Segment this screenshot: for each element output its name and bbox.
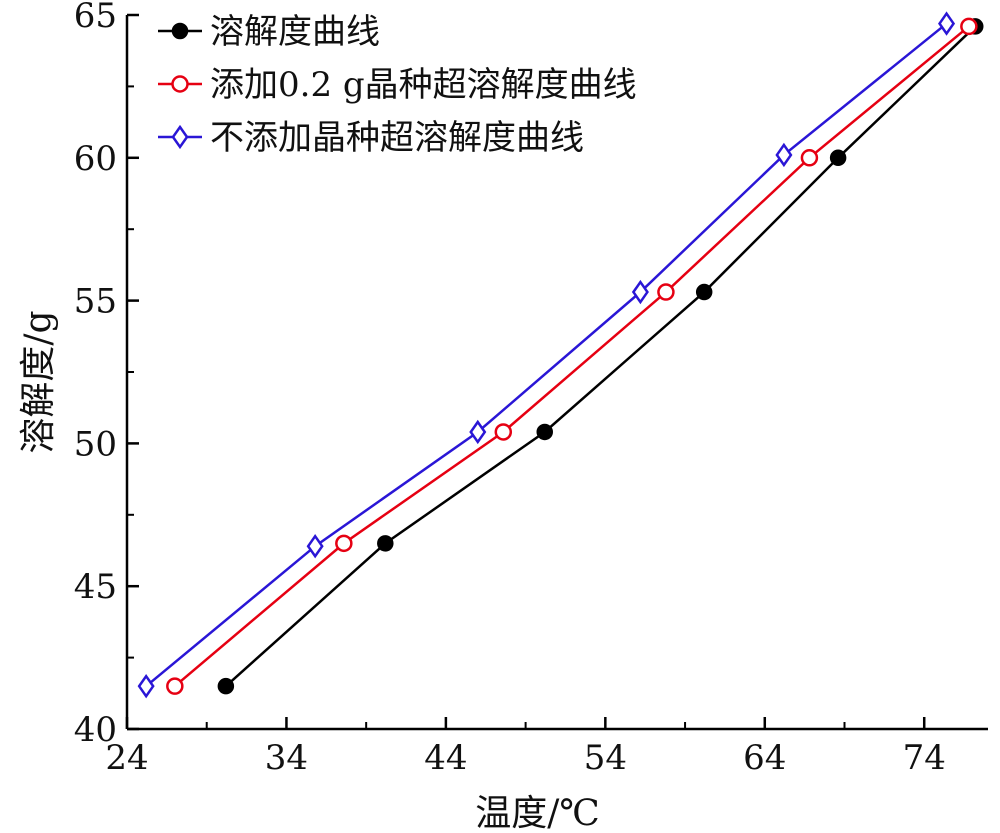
- legend-label: 添加0.2 g晶种超溶解度曲线: [210, 65, 637, 105]
- legend-item: 添加0.2 g晶种超溶解度曲线: [158, 65, 637, 105]
- data-point: [631, 279, 649, 305]
- data-point: [536, 423, 553, 441]
- y-tick-label: 55: [74, 282, 117, 322]
- legend-item: 溶解度曲线: [158, 12, 380, 52]
- x-tick-label: 54: [584, 738, 627, 778]
- data-point: [695, 283, 713, 301]
- plot-area: [137, 11, 984, 699]
- series-1: [217, 18, 984, 695]
- data-point: [829, 149, 847, 167]
- y-tick-label: 45: [74, 567, 117, 607]
- legend-swatch-marker: [171, 75, 189, 93]
- data-point: [137, 673, 155, 699]
- data-point: [166, 677, 184, 695]
- data-point: [469, 419, 487, 445]
- y-axis-title: 溶解度/g: [18, 310, 59, 453]
- series-3: [137, 11, 956, 699]
- x-tick-label: 74: [903, 738, 946, 778]
- y-tick-label: 65: [74, 0, 117, 36]
- y-tick-label: 40: [74, 710, 117, 750]
- series-line: [174, 25, 970, 688]
- axes: 24 34 44 54 64 74 40 45 50 55 60 65: [74, 0, 988, 778]
- x-tick-label: 34: [265, 738, 308, 778]
- y-tick-label: 60: [74, 139, 117, 179]
- data-point: [657, 283, 675, 301]
- legend-item: 不添加晶种超溶解度曲线: [158, 118, 584, 158]
- data-point: [775, 142, 793, 168]
- data-point: [800, 149, 819, 167]
- y-tick-label: 50: [74, 424, 117, 464]
- x-tick-label: 24: [105, 738, 148, 778]
- legend-label: 不添加晶种超溶解度曲线: [210, 118, 584, 158]
- y-ticks: 40 45 50 55 60 65: [74, 0, 139, 750]
- series-line: [145, 22, 948, 688]
- x-tick-label: 44: [424, 738, 467, 778]
- data-point: [306, 534, 324, 559]
- x-axis-title: 温度/℃: [475, 793, 599, 833]
- data-point: [335, 534, 353, 553]
- data-point: [217, 677, 235, 695]
- legend-swatch-marker: [171, 22, 189, 40]
- data-point: [494, 423, 513, 441]
- x-tick-label: 64: [743, 738, 786, 778]
- data-point: [960, 17, 978, 36]
- legend-swatch-marker: [171, 124, 189, 150]
- data-point: [938, 11, 956, 36]
- series-line: [225, 25, 977, 688]
- data-point: [377, 535, 394, 552]
- series-2: [166, 17, 978, 695]
- legend-label: 溶解度曲线: [210, 12, 380, 52]
- x-ticks: 24 34 44 54 64 74: [105, 717, 946, 778]
